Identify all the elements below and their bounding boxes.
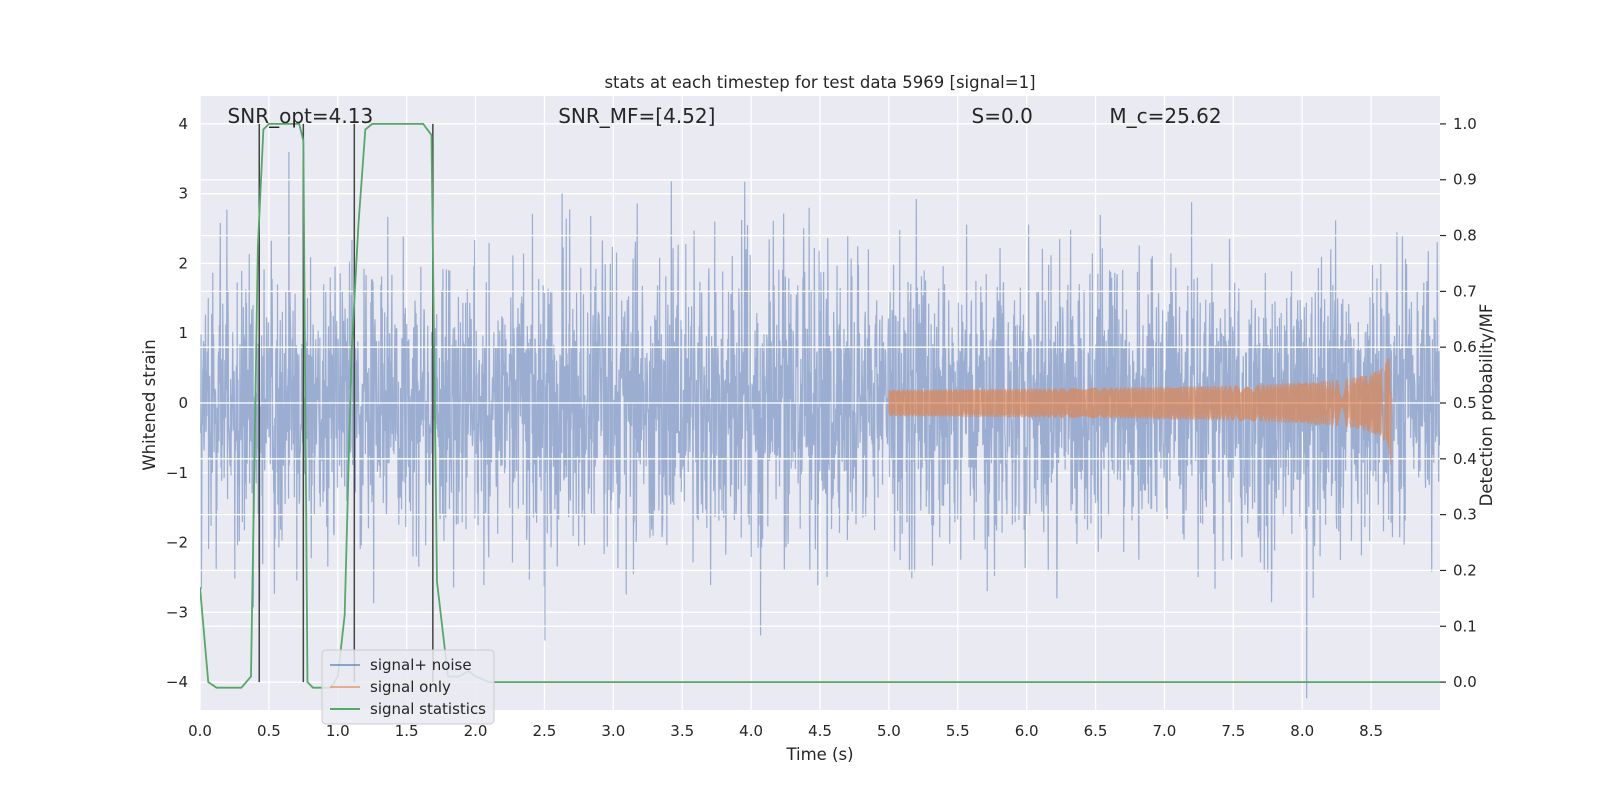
x-tick-label: 0.5 (257, 722, 281, 740)
x-tick-label: 4.0 (739, 722, 763, 740)
series-signal-only (888, 358, 1392, 465)
y-right-tick-label: 0.0 (1453, 673, 1477, 691)
x-tick-label: 3.0 (601, 722, 625, 740)
annotation-text: M_c=25.62 (1109, 104, 1221, 128)
x-axis-ticks: 0.0 0.5 1.0 1.5 2.0 2.5 3.0 3.5 4.0 4.5 5.0 5.5 6.0 6… (188, 722, 1383, 740)
y-right-tick-label: 1.0 (1453, 115, 1477, 133)
x-tick-label: 0.0 (188, 722, 212, 740)
x-tick-label: 4.5 (808, 722, 832, 740)
annotation-text: S=0.0 (972, 104, 1033, 128)
legend-label: signal statistics (370, 700, 486, 718)
y-left-tick-label: 4 (178, 115, 188, 133)
y-right-tick-label: 0.2 (1453, 561, 1477, 579)
y-right-tick-label: 0.3 (1453, 506, 1477, 524)
x-tick-label: 3.5 (670, 722, 694, 740)
y-left-tick-label: −2 (166, 534, 188, 552)
y-axis-right-ticks: 0.0 0.1 0.2 0.3 0.4 0.5 0.6 0.7 0.8 0.9 1.0 (1440, 115, 1477, 691)
x-tick-label: 7.5 (1221, 722, 1245, 740)
x-tick-label: 7.0 (1153, 722, 1177, 740)
y-right-tick-label: 0.9 (1453, 171, 1477, 189)
chart-title: stats at each timestep for test data 596… (604, 73, 1035, 92)
signal-plus-noise-line (200, 151, 1440, 699)
x-tick-label: 6.0 (1015, 722, 1039, 740)
legend: signal+ noise signal only signal statistic… (321, 649, 495, 725)
x-tick-label: 1.5 (395, 722, 419, 740)
x-tick-label: 5.5 (946, 722, 970, 740)
y-left-tick-label: 3 (178, 185, 188, 203)
x-tick-label: 8.5 (1359, 722, 1383, 740)
series-signal-plus-noise (200, 151, 1440, 699)
x-tick-label: 1.0 (326, 722, 350, 740)
y-right-tick-label: 0.8 (1453, 227, 1477, 245)
annotation-text: SNR_MF=[4.52] (558, 104, 715, 128)
annotations: SNR_opt=4.13 SNR_MF=[4.52] S=0.0 M_c=25.62 (228, 104, 1222, 128)
signal-statistics-line (200, 123, 1440, 689)
x-axis-label: Time (s) (785, 745, 853, 764)
y-left-tick-label: 0 (178, 394, 188, 412)
legend-label: signal only (370, 678, 451, 696)
x-tick-label: 2.0 (464, 722, 488, 740)
y-right-tick-label: 0.5 (1453, 394, 1477, 412)
x-tick-label: 6.5 (1084, 722, 1108, 740)
y-right-tick-label: 0.7 (1453, 282, 1477, 300)
y-axis-left-label: Whitened strain (140, 339, 159, 470)
y-left-tick-label: 2 (178, 254, 188, 272)
annotation-text: SNR_opt=4.13 (228, 104, 374, 128)
y-right-tick-label: 0.4 (1453, 450, 1477, 468)
x-tick-label: 8.0 (1290, 722, 1314, 740)
y-left-tick-label: 1 (178, 324, 188, 342)
y-right-tick-label: 0.6 (1453, 338, 1477, 356)
y-axis-left-ticks: −4 −3 −2 −1 0 1 2 3 4 (166, 115, 188, 691)
y-axis-right-label: Detection probability/MF (1477, 304, 1496, 507)
y-left-tick-label: −1 (166, 464, 188, 482)
series-signal-statistics (200, 123, 1440, 689)
y-left-tick-label: −4 (166, 673, 188, 691)
legend-box (321, 649, 495, 725)
x-tick-label: 2.5 (533, 722, 557, 740)
y-right-tick-label: 0.1 (1453, 617, 1477, 635)
signal-only-line (888, 358, 1392, 465)
y-left-tick-label: −3 (166, 603, 188, 621)
legend-label: signal+ noise (370, 656, 472, 674)
x-tick-label: 5.0 (877, 722, 901, 740)
